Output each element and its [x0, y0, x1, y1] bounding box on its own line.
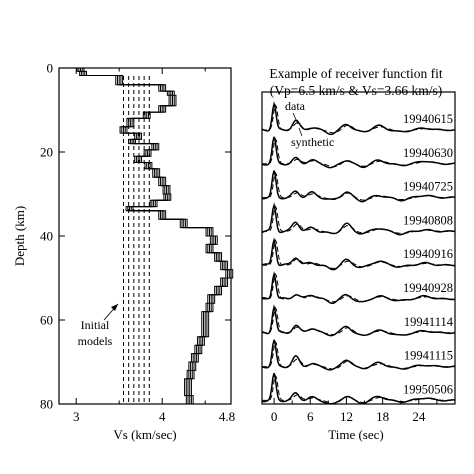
event-label-19940928: 19940928 — [403, 281, 453, 295]
synthetic-trace-19941114 — [262, 306, 455, 336]
title-line-2: (Vp=6.5 km/s & Vs=3.66 km/s) — [270, 83, 443, 98]
data-label: data — [285, 99, 306, 113]
inverted-model-line-3 — [81, 68, 232, 404]
synthetic-trace-19940928 — [262, 272, 455, 303]
initial-models-lines — [123, 76, 150, 404]
event-label-19940630: 19940630 — [403, 146, 453, 160]
synthetic-trace-19940808 — [262, 205, 455, 234]
inverted-model-line-1 — [78, 68, 229, 404]
time-tick-label-0: 0 — [271, 409, 278, 424]
synthetic-trace-19950506 — [262, 374, 455, 405]
depth-tick-label-40: 40 — [40, 229, 53, 244]
time-axis-label: Time (sec) — [328, 427, 384, 442]
inverted-model-line-0 — [76, 68, 227, 404]
vs-tick-label-4.8: 4.8 — [219, 409, 235, 424]
depth-tick-label-80: 80 — [40, 397, 53, 412]
depth-tick-label-0: 0 — [47, 61, 54, 76]
initial-models-arrowhead — [111, 304, 118, 311]
receiver-function-frame — [261, 91, 456, 405]
time-tick-label-24: 24 — [412, 409, 426, 424]
event-label-19940916: 19940916 — [403, 247, 453, 261]
synthetic-trace-19941115 — [262, 340, 455, 370]
inverted-model-line-4 — [83, 68, 234, 404]
initial-models-label-line-2: models — [78, 334, 113, 348]
title-line-1: Example of receiver function fit — [269, 66, 442, 81]
data-trace-19940916 — [261, 237, 456, 271]
event-label-19940808: 19940808 — [403, 213, 453, 227]
synthetic-trace-19940630 — [262, 137, 455, 168]
event-label-19940725: 19940725 — [403, 180, 453, 194]
velocity-model-panel: 0 20 40 60 80 3 4 4.8 Depth (km) Vs (km/sec) In… — [12, 61, 235, 443]
event-label-19940615: 19940615 — [403, 112, 453, 126]
time-tick-label-18: 18 — [376, 409, 389, 424]
event-label-19950506: 19950506 — [403, 382, 453, 396]
inverted-model-line-2 — [80, 68, 230, 404]
synthetic-trace-19940916 — [262, 238, 455, 269]
depth-tick-label-20: 20 — [40, 145, 53, 160]
velocity-model-ticks: 0 20 40 60 80 3 4 4.8 — [40, 61, 235, 425]
synthetic-arrow — [298, 127, 303, 137]
receiver-function-ticks: 0 6 12 18 24 — [271, 398, 438, 424]
event-label-19941115: 19941115 — [404, 349, 453, 363]
initial-models-label-line-1: Initial — [81, 318, 110, 332]
data-trace-19941114 — [261, 304, 456, 337]
synthetic-trace-19940615 — [262, 103, 455, 134]
synthetic-label: synthetic — [291, 135, 334, 149]
vs-axis-label: Vs (km/sec) — [113, 427, 176, 442]
synthetic-trace-19940725 — [262, 171, 455, 201]
receiver-function-panel: Example of receiver function fit (Vp=6.5… — [261, 66, 456, 442]
time-tick-label-6: 6 — [307, 409, 314, 424]
vs-tick-label-4: 4 — [159, 409, 166, 424]
receiver-function-traces: 19940615 19940630 19940725 19940808 19940916… — [261, 101, 456, 405]
data-trace-19940630 — [261, 136, 456, 169]
vs-tick-label-3: 3 — [73, 409, 80, 424]
depth-tick-label-60: 60 — [40, 313, 53, 328]
inverted-model-lines — [76, 68, 234, 404]
depth-axis-label: Depth (km) — [12, 206, 27, 266]
data-arrow — [292, 112, 299, 125]
event-label-19941114: 19941114 — [404, 315, 454, 329]
time-tick-label-12: 12 — [340, 409, 353, 424]
